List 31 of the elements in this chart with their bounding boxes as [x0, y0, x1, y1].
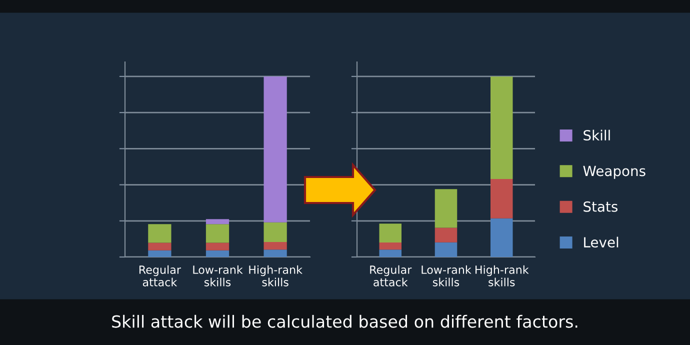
bar	[206, 224, 230, 243]
bar	[264, 242, 287, 250]
bar	[206, 242, 230, 250]
bar	[379, 242, 402, 250]
bar	[206, 219, 230, 224]
x-tick-label: High-rank skills	[249, 265, 302, 286]
bar	[148, 224, 172, 243]
bar	[148, 250, 172, 257]
bar	[490, 218, 513, 257]
legend-label: Skill	[584, 130, 610, 141]
bar	[434, 189, 458, 228]
x-tick-label: Low-rank skills	[193, 265, 243, 286]
bar	[264, 222, 287, 242]
bar	[148, 242, 172, 250]
bar	[490, 179, 513, 218]
bar	[434, 228, 458, 242]
x-tick-label: Regular attack	[370, 265, 412, 286]
legend-label: Weapons	[583, 166, 646, 179]
bar	[379, 224, 402, 243]
bar	[264, 250, 287, 257]
bar	[264, 76, 287, 222]
x-tick-label: High-rank skills	[476, 265, 529, 286]
bar	[434, 242, 458, 257]
x-tick-label: Regular attack	[139, 265, 181, 286]
x-tick-label: Low-rank skills	[422, 265, 472, 286]
text: Skill attack will be calculated based on different factors.	[112, 314, 578, 328]
bar	[379, 250, 402, 257]
legend-label: Level	[584, 236, 618, 248]
bar	[490, 76, 513, 179]
legend-label: Stats	[584, 201, 618, 212]
bar	[206, 250, 230, 257]
